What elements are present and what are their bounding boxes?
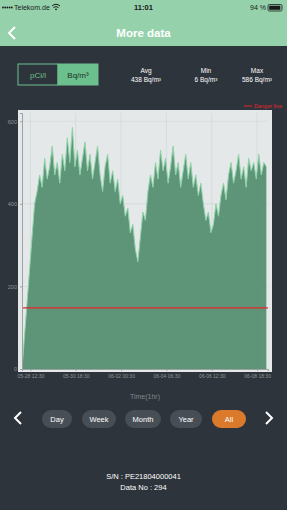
y-tick-mark: [20, 204, 22, 205]
wifi-icon: [52, 4, 60, 7]
x-tick-label: 06-08 18:30: [244, 373, 271, 379]
background: [0, 0, 287, 510]
wifi-dot: [55, 8, 57, 10]
grid: [22, 113, 268, 369]
legend-label: Danger line: [254, 103, 282, 109]
range-selector: Day Week Month Year All: [15, 410, 272, 428]
y-tick: 0: [14, 366, 22, 372]
range-label: Week: [89, 415, 108, 424]
x-tick-mark: [30, 369, 31, 371]
range-button[interactable]: [170, 410, 202, 428]
y-tick-label: 0: [14, 366, 17, 372]
top-bar: Telekom.de 11:01 94 % More data: [0, 0, 287, 46]
x-axis: 05-28 12:30 05-30 18:30 06-02 00:30 06-04 0…: [18, 369, 272, 379]
x-tick-mark: [212, 369, 213, 371]
unit-label: pCi/l: [30, 71, 46, 80]
y-tick-label: 600: [8, 119, 17, 125]
range-label: Year: [178, 415, 194, 424]
stat-value: 6 Bq/m³: [195, 76, 219, 84]
serial-number: S/N : PE21804000041: [106, 472, 181, 481]
data-area: [22, 127, 266, 369]
clock: 11:01: [134, 3, 153, 12]
back-button[interactable]: [9, 27, 15, 39]
prev-button[interactable]: [15, 412, 21, 424]
range-button[interactable]: [125, 410, 161, 428]
range-button[interactable]: [82, 410, 116, 428]
range-label: Day: [50, 415, 64, 424]
stat-label: Max: [251, 67, 264, 74]
x-tick: 06-08 18:30: [244, 369, 271, 379]
x-tick: 06-02 00:30: [108, 369, 135, 379]
stat-label: Avg: [140, 67, 151, 75]
signal-dot: [9, 7, 11, 9]
header-bg: [0, 0, 287, 46]
battery-text: 94 %: [250, 4, 266, 11]
legend-swatch: [244, 106, 252, 107]
data-line: [22, 127, 266, 369]
y-tick-label: 400: [8, 201, 17, 207]
y-axis: 0 200 400 600: [8, 114, 23, 373]
y-tick-mark: [20, 369, 22, 370]
unit-label: Bq/m³: [67, 71, 89, 80]
y-tick: 200: [8, 284, 22, 290]
x-tick-mark: [257, 369, 258, 371]
x-tick-label: 05-30 18:30: [63, 373, 90, 379]
stats: Avg438 Bq/m³ Min 6 Bq/m³ Max 586 Bq/m³: [131, 67, 273, 84]
x-tick: 05-28 12:30: [18, 369, 45, 379]
unit-button[interactable]: [58, 64, 98, 85]
plot-area: [22, 127, 268, 369]
x-tick: 05-30 18:30: [63, 369, 90, 379]
battery-fill: [269, 6, 280, 10]
x-tick-label: 05-28 12:30: [18, 373, 45, 379]
range-button[interactable]: [212, 410, 246, 428]
unit-toggle: pCi/l Bq/m³: [18, 64, 98, 85]
grid-line: [22, 121, 268, 122]
range-label: Month: [133, 415, 154, 424]
stat-value: 586 Bq/m³: [242, 76, 273, 84]
y-tick: 400: [8, 201, 22, 207]
x-tick-mark: [76, 369, 77, 371]
x-tick-label: 06-02 00:30: [108, 373, 135, 379]
signal-dot: [7, 7, 9, 9]
x-tick-label: 06-06 12:30: [199, 373, 226, 379]
signal-dot: [11, 7, 13, 9]
x-tick-mark: [166, 369, 167, 371]
page-title: More data: [116, 27, 171, 39]
x-tick-label: 06-04 06:30: [154, 373, 181, 379]
screen: Telekom.de 11:01 94 % More data pCi/l Bq/m³ Av…: [0, 0, 287, 510]
plot-panel: [18, 110, 272, 372]
x-tick-mark: [121, 369, 122, 371]
range-label: All: [225, 415, 234, 424]
unit-button[interactable]: [18, 64, 58, 85]
x-axis-line: [23, 370, 269, 372]
stat-label: Min: [201, 67, 212, 74]
signal-dot: [2, 7, 4, 9]
y-tick-mark: [20, 121, 22, 122]
carrier: Telekom.de: [14, 4, 50, 11]
y-tick: 600: [8, 119, 22, 125]
next-button[interactable]: [266, 412, 272, 424]
x-tick: 06-04 06:30: [154, 369, 181, 379]
danger-line: [22, 307, 268, 308]
x-axis-title: Time(1hr): [130, 393, 160, 401]
y-tick-mark: [20, 286, 22, 287]
battery-icon: [268, 5, 282, 12]
signal-dot: [4, 7, 6, 9]
y-tick-label: 200: [8, 284, 17, 290]
y-axis-line: [20, 114, 23, 370]
x-tick: 06-06 12:30: [199, 369, 226, 379]
data-count: Data No : 294: [120, 483, 166, 492]
legend: Danger line: [244, 103, 282, 109]
range-button[interactable]: [42, 410, 72, 428]
stat-value: 438 Bq/m³: [131, 76, 162, 84]
